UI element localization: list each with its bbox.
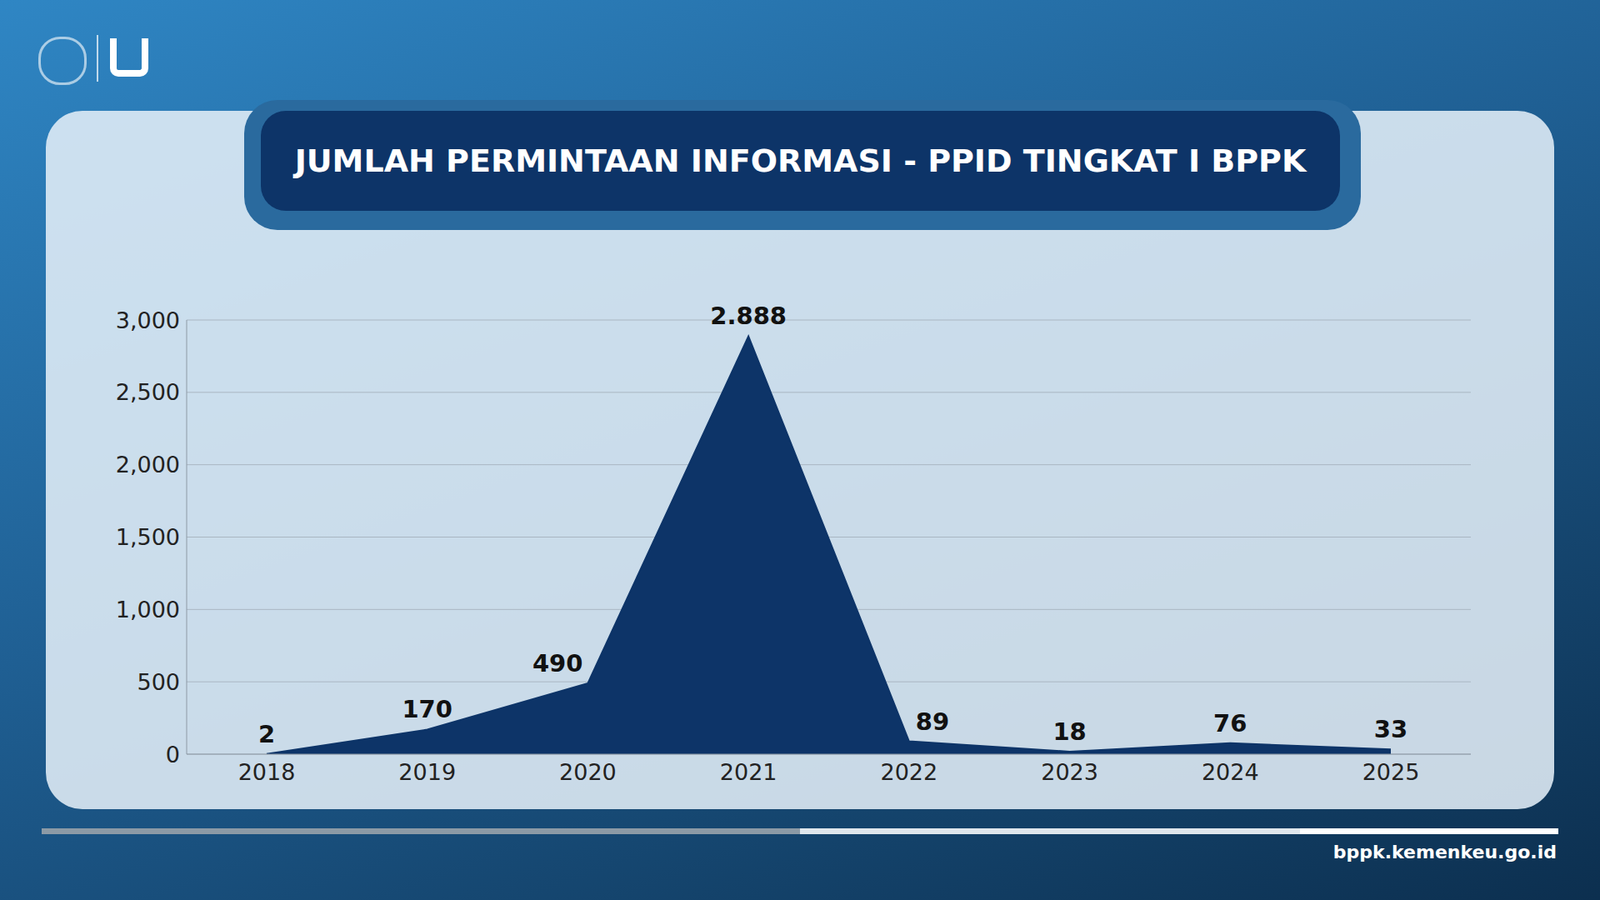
svg-text:490: 490 xyxy=(532,649,584,678)
svg-text:3,000: 3,000 xyxy=(115,307,180,334)
svg-text:2025: 2025 xyxy=(1362,759,1420,785)
svg-text:1,000: 1,000 xyxy=(115,596,180,623)
svg-text:0: 0 xyxy=(165,741,180,768)
svg-text:2,000: 2,000 xyxy=(115,451,180,478)
svg-text:18: 18 xyxy=(1052,717,1086,746)
svg-text:2020: 2020 xyxy=(559,759,617,785)
svg-text:89: 89 xyxy=(915,707,950,736)
svg-text:2: 2 xyxy=(258,720,275,749)
svg-text:33: 33 xyxy=(1374,715,1408,744)
svg-text:2023: 2023 xyxy=(1040,759,1099,785)
svg-text:1,500: 1,500 xyxy=(115,524,180,550)
svg-text:2022: 2022 xyxy=(880,759,938,785)
svg-text:2018: 2018 xyxy=(238,759,296,785)
svg-text:2021: 2021 xyxy=(720,759,778,785)
svg-text:2.888: 2.888 xyxy=(710,301,787,330)
svg-text:2019: 2019 xyxy=(398,759,456,785)
svg-text:170: 170 xyxy=(401,695,453,724)
svg-text:500: 500 xyxy=(136,669,180,695)
html-text:JUMLAH PERMINTAAN INFORMASI -: JUMLAH PERMINTAAN INFORMASI - PPID TINGK… xyxy=(294,142,1307,180)
html-text:bppk.kemenkeu.go.id: bppk.kemenkeu.go.id xyxy=(1333,841,1557,863)
svg-text:2,500: 2,500 xyxy=(115,379,180,405)
svg-text:76: 76 xyxy=(1213,709,1247,738)
svg-text:2024: 2024 xyxy=(1201,759,1260,785)
